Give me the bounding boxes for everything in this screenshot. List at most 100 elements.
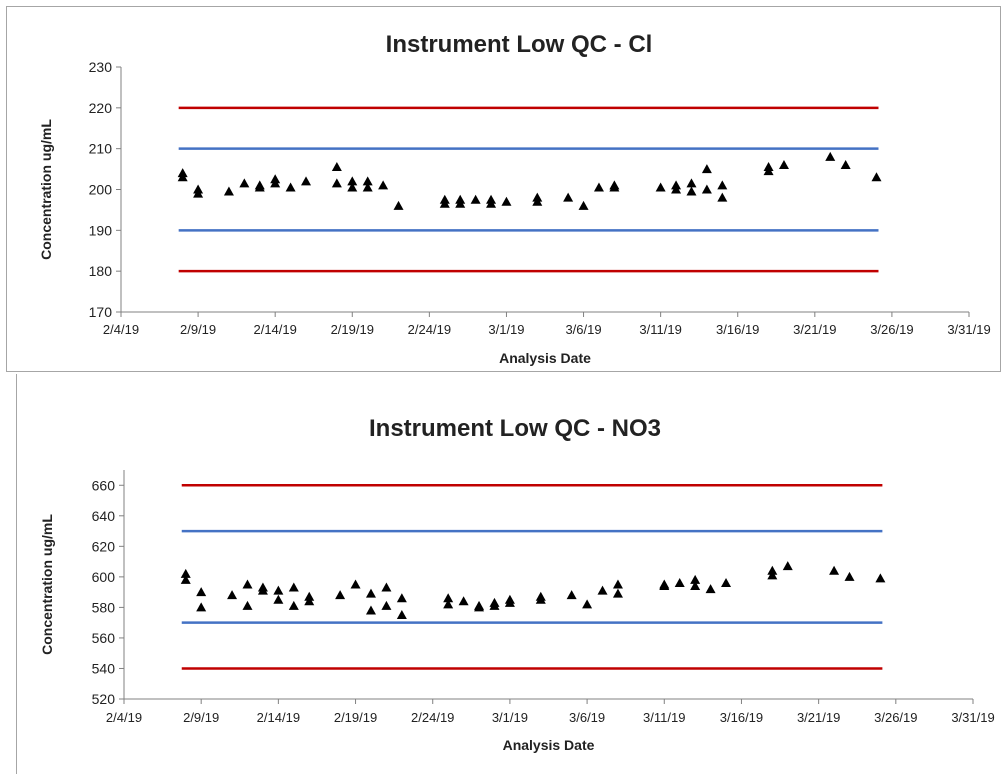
chart-no3-svg: Instrument Low QC - NO3 520 540 560 580 600 62…	[39, 415, 995, 753]
data-point-marker	[674, 577, 685, 587]
data-point-marker	[196, 587, 207, 597]
x-tick-label: 3/16/19	[716, 322, 759, 337]
x-tick-label: 3/1/19	[488, 322, 524, 337]
y-tick-label: 220	[89, 100, 113, 116]
data-point-marker	[242, 600, 253, 610]
data-point-marker	[273, 585, 284, 595]
y-tick-label: 640	[92, 508, 116, 524]
x-tick-label: 3/1/19	[492, 710, 528, 725]
data-point-marker	[393, 200, 404, 210]
data-point-marker	[301, 176, 312, 186]
y-tick-label: 170	[89, 304, 113, 320]
data-point-marker	[563, 192, 574, 202]
data-point-marker	[721, 577, 732, 587]
data-point-marker	[227, 590, 238, 600]
y-tick-label: 210	[89, 141, 113, 157]
data-point-marker	[239, 178, 250, 188]
data-point-marker	[304, 596, 315, 606]
data-point-marker	[474, 602, 485, 612]
data-point-marker	[331, 178, 342, 188]
data-point-marker	[701, 164, 712, 174]
data-point-marker	[470, 194, 481, 204]
y-tick-label: 560	[92, 630, 116, 646]
data-point-marker	[362, 182, 373, 192]
data-point-marker	[875, 573, 886, 583]
data-point-marker	[270, 178, 281, 188]
data-point-marker	[439, 198, 450, 208]
data-point-marker	[582, 599, 593, 609]
x-tick-label: 3/6/19	[569, 710, 605, 725]
data-point-marker	[331, 162, 342, 172]
data-point-marker	[365, 605, 376, 615]
data-point-marker	[381, 582, 392, 592]
data-point-marker	[288, 582, 299, 592]
data-point-marker	[840, 160, 851, 169]
data-point-marker	[193, 188, 204, 198]
data-point-marker	[609, 182, 620, 192]
chart-cl-svg: Instrument Low QC - Cl 170 180 190 200 210 220…	[38, 31, 991, 366]
data-point-marker	[701, 184, 712, 194]
data-point-marker	[593, 182, 604, 192]
data-point-marker	[285, 182, 296, 192]
y-tick-label: 200	[89, 182, 113, 198]
x-tick-label: 3/26/19	[874, 710, 917, 725]
x-tick-label: 2/4/19	[106, 710, 142, 725]
y-tick-label: 230	[89, 59, 113, 75]
data-point-marker	[489, 600, 500, 610]
y-tick-label: 600	[92, 569, 116, 585]
data-point-marker	[350, 579, 361, 589]
data-point-marker	[655, 182, 666, 192]
y-tick-label: 660	[92, 477, 116, 493]
data-point-marker	[782, 561, 793, 571]
x-axis-label: Analysis Date	[499, 350, 591, 366]
data-point-marker	[378, 180, 389, 190]
x-tick-label: 3/11/19	[639, 322, 681, 337]
data-point-marker	[254, 180, 265, 190]
y-tick-label: 520	[92, 691, 116, 707]
data-point-marker	[177, 172, 188, 182]
data-point-marker	[501, 196, 512, 206]
x-tick-label: 3/16/19	[720, 710, 763, 725]
data-point-marker	[829, 565, 840, 575]
data-point-marker	[335, 590, 346, 600]
y-tick-label: 620	[92, 538, 116, 554]
data-point-marker	[871, 172, 882, 182]
x-tick-label: 2/9/19	[183, 710, 219, 725]
x-axis-label: Analysis Date	[503, 737, 595, 753]
chart-no3-panel: Instrument Low QC - NO3 520 540 560 580 600 62…	[16, 374, 1005, 774]
data-point-marker	[180, 568, 191, 578]
x-tick-label: 2/19/19	[331, 322, 374, 337]
data-point-marker	[443, 593, 454, 603]
x-tick-label: 2/14/19	[257, 710, 300, 725]
data-point-marker	[612, 579, 623, 589]
chart-title: Instrument Low QC - Cl	[386, 31, 653, 58]
y-tick-label: 580	[92, 599, 116, 615]
data-point-marker	[717, 180, 728, 190]
data-point-marker	[686, 186, 697, 196]
data-point-marker	[396, 610, 407, 620]
data-point-marker	[532, 196, 543, 206]
data-point-marker	[273, 594, 284, 604]
x-tick-label: 2/24/19	[411, 710, 454, 725]
data-point-marker	[242, 579, 253, 589]
data-point-marker	[381, 600, 392, 610]
x-tick-label: 2/14/19	[253, 322, 296, 337]
data-point-marker	[778, 160, 789, 169]
data-point-marker	[365, 588, 376, 598]
x-tick-label: 2/24/19	[408, 322, 451, 337]
x-tick-label: 2/4/19	[103, 322, 139, 337]
data-point-marker	[705, 584, 716, 594]
data-point-marker	[844, 571, 855, 581]
data-point-marker	[671, 184, 682, 194]
y-tick-label: 540	[92, 660, 116, 676]
y-axis-label: Concentration ug/mL	[38, 119, 54, 260]
data-point-marker	[690, 574, 701, 584]
data-point-marker	[690, 581, 701, 591]
data-point-marker	[257, 585, 268, 595]
x-tick-label: 3/21/19	[797, 710, 840, 725]
x-tick-label: 3/31/19	[947, 322, 990, 337]
data-point-marker	[347, 182, 358, 192]
data-point-marker	[347, 176, 358, 186]
y-tick-label: 190	[89, 222, 113, 238]
data-point-marker	[288, 600, 299, 610]
